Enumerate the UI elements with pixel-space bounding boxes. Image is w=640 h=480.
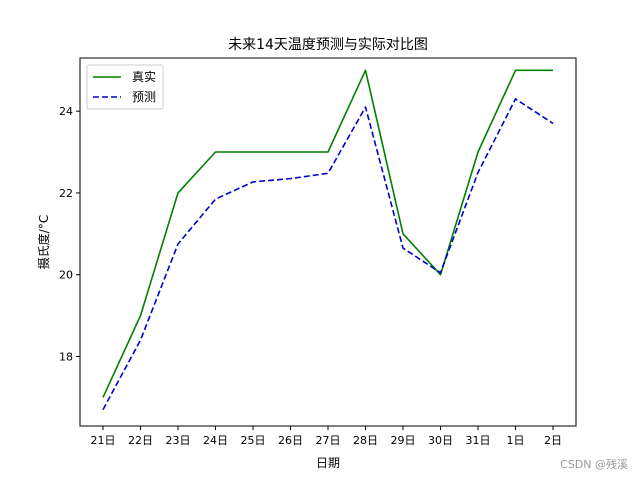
legend-label: 真实 [132, 69, 156, 84]
x-axis: 21日 22日 23日 24日 25日 26日 27日 28日 29日 30日 31日 1日 2日 [91, 426, 562, 447]
x-tick-label: 29日 [391, 434, 416, 447]
x-tick-label: 22日 [128, 434, 153, 447]
series-line-forecast [102, 98, 554, 410]
x-axis-label: 日期 [316, 456, 340, 470]
y-tick-label: 20 [59, 269, 73, 282]
x-tick-label: 21日 [91, 434, 116, 447]
chart-title: 未来14天温度预测与实际对比图 [228, 37, 428, 53]
legend-label: 预测 [132, 90, 156, 104]
x-tick-label: 26日 [278, 434, 303, 447]
x-tick-label: 31日 [466, 434, 491, 447]
x-tick-label: 2日 [544, 434, 562, 447]
plot-frame [79, 57, 577, 427]
x-tick-label: 27日 [316, 434, 341, 447]
watermark-text: CSDN @残溪 [560, 458, 628, 471]
x-tick-label: 1日 [507, 434, 525, 447]
y-tick-label: 22 [59, 187, 73, 200]
y-axis: 18 20 22 24 [59, 105, 80, 363]
x-tick-label: 24日 [203, 434, 228, 447]
y-tick-label: 18 [59, 350, 73, 363]
x-tick-label: 28日 [353, 434, 378, 447]
y-tick-label: 24 [59, 105, 73, 118]
series-group [102, 69, 554, 410]
x-tick-label: 25日 [241, 434, 266, 447]
x-tick-label: 30日 [428, 434, 453, 447]
series-line-actual [102, 69, 553, 398]
y-axis-label: 摄氏度/°C [36, 215, 51, 269]
legend-box [86, 64, 164, 110]
x-tick-label: 23日 [166, 434, 191, 447]
